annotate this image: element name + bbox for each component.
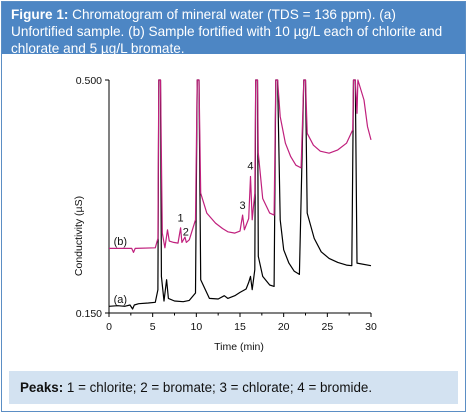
y-tick-label: 0.150 [76,308,102,320]
peaks-text: 1 = chlorite; 2 = bromate; 3 = chlorate;… [63,380,373,395]
peak-annotation: 3 [240,200,246,212]
chart-svg: 0 5 10 15 20 25 30 0.150 0.500 (a) (b) 1 2 3 4 Conduc… [73,75,377,353]
caption-text: Chromatogram of mineral water (TDS = 136… [11,7,443,56]
chart-axes: 0 5 10 15 20 25 30 0.150 0.500 [76,75,377,333]
chromatogram-chart: 0 5 10 15 20 25 30 0.150 0.500 (a) (b) 1 2 3 4 Conduc… [2,54,465,372]
x-tick-label: 5 [150,321,156,333]
peak-annotation: 4 [247,161,253,173]
peaks-legend: Peaks: 1 = chlorite; 2 = bromate; 3 = ch… [9,371,458,404]
y-axis-title: Conductivity (µS) [73,196,85,276]
x-tick-label: 0 [106,321,112,333]
y-tick-label: 0.500 [76,75,102,87]
series-label: (b) [114,236,127,248]
x-tick-label: 10 [190,321,202,333]
chart-series-layer [108,79,372,310]
caption-label: Figure 1: [11,7,69,22]
x-tick-label: 15 [234,321,246,333]
figure-caption: Figure 1: Chromatogram of mineral water … [2,2,465,56]
peaks-label: Peaks: [20,380,64,395]
series-line-a [108,79,372,310]
x-axis-title: Time (min) [214,341,264,353]
series-line-b [109,79,372,253]
peak-annotation: 1 [178,212,184,224]
peak-annotation: 2 [183,226,189,238]
series-label: (a) [114,294,127,306]
x-tick-label: 25 [321,321,333,333]
x-tick-label: 20 [278,321,290,333]
chart-label-layer: (a) (b) 1 2 3 4 [114,161,254,306]
x-tick-label: 30 [365,321,377,333]
